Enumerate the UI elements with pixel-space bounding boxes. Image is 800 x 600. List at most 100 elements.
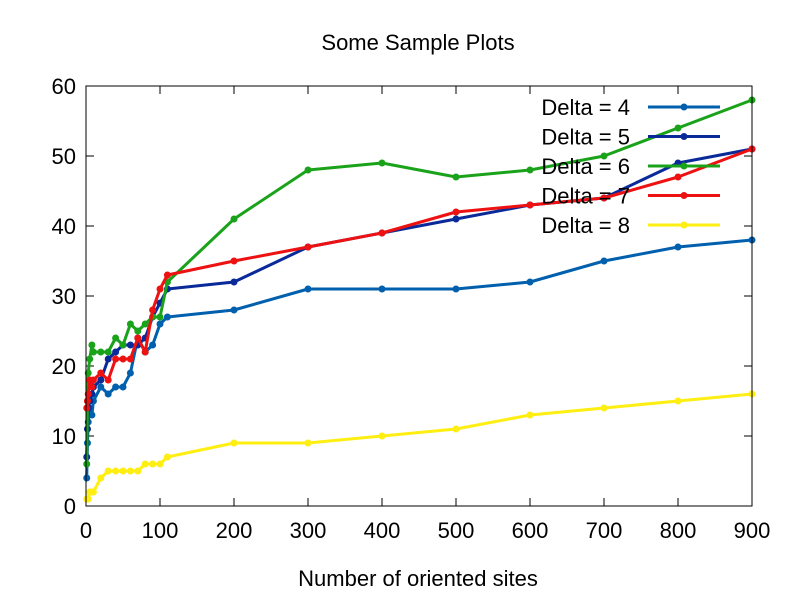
data-point xyxy=(600,152,608,160)
data-point xyxy=(149,306,157,314)
x-tick-label: 900 xyxy=(734,518,771,543)
data-point xyxy=(104,390,112,398)
x-tick-label: 500 xyxy=(438,518,475,543)
x-tick-label: 200 xyxy=(216,518,253,543)
data-point xyxy=(304,439,312,447)
data-point xyxy=(97,369,105,377)
data-point xyxy=(156,460,164,468)
data-point xyxy=(83,474,91,482)
series-4 xyxy=(83,236,756,482)
data-point xyxy=(452,173,460,181)
data-point xyxy=(112,383,120,391)
series-5 xyxy=(83,145,756,461)
legend-label: Delta = 5 xyxy=(541,125,630,150)
data-point xyxy=(526,278,534,286)
chart-title: Some Sample Plots xyxy=(321,30,514,55)
data-point xyxy=(163,271,171,279)
data-point xyxy=(126,341,134,349)
data-point xyxy=(452,208,460,216)
data-point xyxy=(674,124,682,132)
data-point xyxy=(112,355,120,363)
data-point xyxy=(156,285,164,293)
data-point xyxy=(156,320,164,328)
legend-point-sample xyxy=(680,133,688,140)
y-tick-label: 30 xyxy=(52,284,76,309)
data-point xyxy=(230,215,238,223)
data-point xyxy=(378,159,386,167)
x-tick-label: 400 xyxy=(364,518,401,543)
data-point xyxy=(230,439,238,447)
series-line xyxy=(85,238,753,479)
data-point xyxy=(141,320,149,328)
data-point xyxy=(88,383,96,391)
data-point xyxy=(452,285,460,293)
plot-frame xyxy=(85,85,753,507)
data-point xyxy=(230,278,238,286)
data-point xyxy=(600,194,608,202)
data-point xyxy=(304,166,312,174)
data-point xyxy=(526,411,534,419)
data-point xyxy=(134,467,142,475)
data-point xyxy=(97,474,105,482)
data-point xyxy=(126,467,134,475)
legend-label: Delta = 4 xyxy=(541,95,630,120)
data-point xyxy=(86,355,94,363)
data-point xyxy=(674,243,682,251)
data-point xyxy=(141,348,149,356)
data-point xyxy=(104,355,112,363)
series-8 xyxy=(83,390,756,503)
data-point xyxy=(112,348,120,356)
data-point xyxy=(230,257,238,265)
data-point xyxy=(156,313,164,321)
data-point xyxy=(134,334,142,342)
data-point xyxy=(378,229,386,237)
x-tick-label: 700 xyxy=(586,518,623,543)
x-tick-label: 100 xyxy=(142,518,179,543)
legend-point-sample xyxy=(680,103,688,111)
series-7 xyxy=(83,145,756,412)
plot-series xyxy=(83,96,756,503)
data-point xyxy=(89,376,97,384)
y-tick-label: 10 xyxy=(52,424,76,449)
data-point xyxy=(141,460,149,468)
data-point xyxy=(89,348,97,356)
data-point xyxy=(304,243,312,251)
y-tick-label: 60 xyxy=(52,74,76,99)
data-point xyxy=(134,327,142,335)
data-point xyxy=(88,341,96,349)
data-point xyxy=(119,383,127,391)
data-point xyxy=(378,432,386,440)
data-point xyxy=(230,306,238,314)
data-point xyxy=(526,201,534,209)
legend: Delta = 4 Delta = 5 Delta = 6 Delta = 7 Delt… xyxy=(541,95,720,238)
y-tick-label: 0 xyxy=(64,494,76,519)
legend-point-sample xyxy=(680,162,688,170)
legend-label: Delta = 8 xyxy=(541,213,630,238)
x-axis-label: Number of oriented sites xyxy=(298,566,538,591)
data-point xyxy=(163,313,171,321)
legend-label: Delta = 6 xyxy=(541,154,630,179)
data-point xyxy=(126,355,134,363)
data-point xyxy=(104,376,112,384)
data-point xyxy=(104,348,112,356)
data-point xyxy=(452,215,460,223)
data-point xyxy=(97,383,105,391)
data-point xyxy=(600,257,608,265)
series-line xyxy=(85,98,753,465)
data-point xyxy=(119,341,127,349)
data-point xyxy=(112,334,120,342)
data-point xyxy=(674,397,682,405)
series-line xyxy=(86,392,753,501)
data-point xyxy=(97,348,105,356)
x-tick-label: 0 xyxy=(80,518,92,543)
x-tick-label: 300 xyxy=(290,518,327,543)
data-point xyxy=(126,320,134,328)
data-point xyxy=(526,166,534,174)
data-point xyxy=(97,376,105,384)
axis-ticks: 0 100 200 300 400 500 600 700 800 900 0 10 20 30 40 50 6… xyxy=(52,74,771,543)
data-point xyxy=(119,355,127,363)
legend-point-sample xyxy=(680,192,688,199)
x-tick-label: 800 xyxy=(660,518,697,543)
data-point xyxy=(83,404,91,412)
data-point xyxy=(452,425,460,433)
